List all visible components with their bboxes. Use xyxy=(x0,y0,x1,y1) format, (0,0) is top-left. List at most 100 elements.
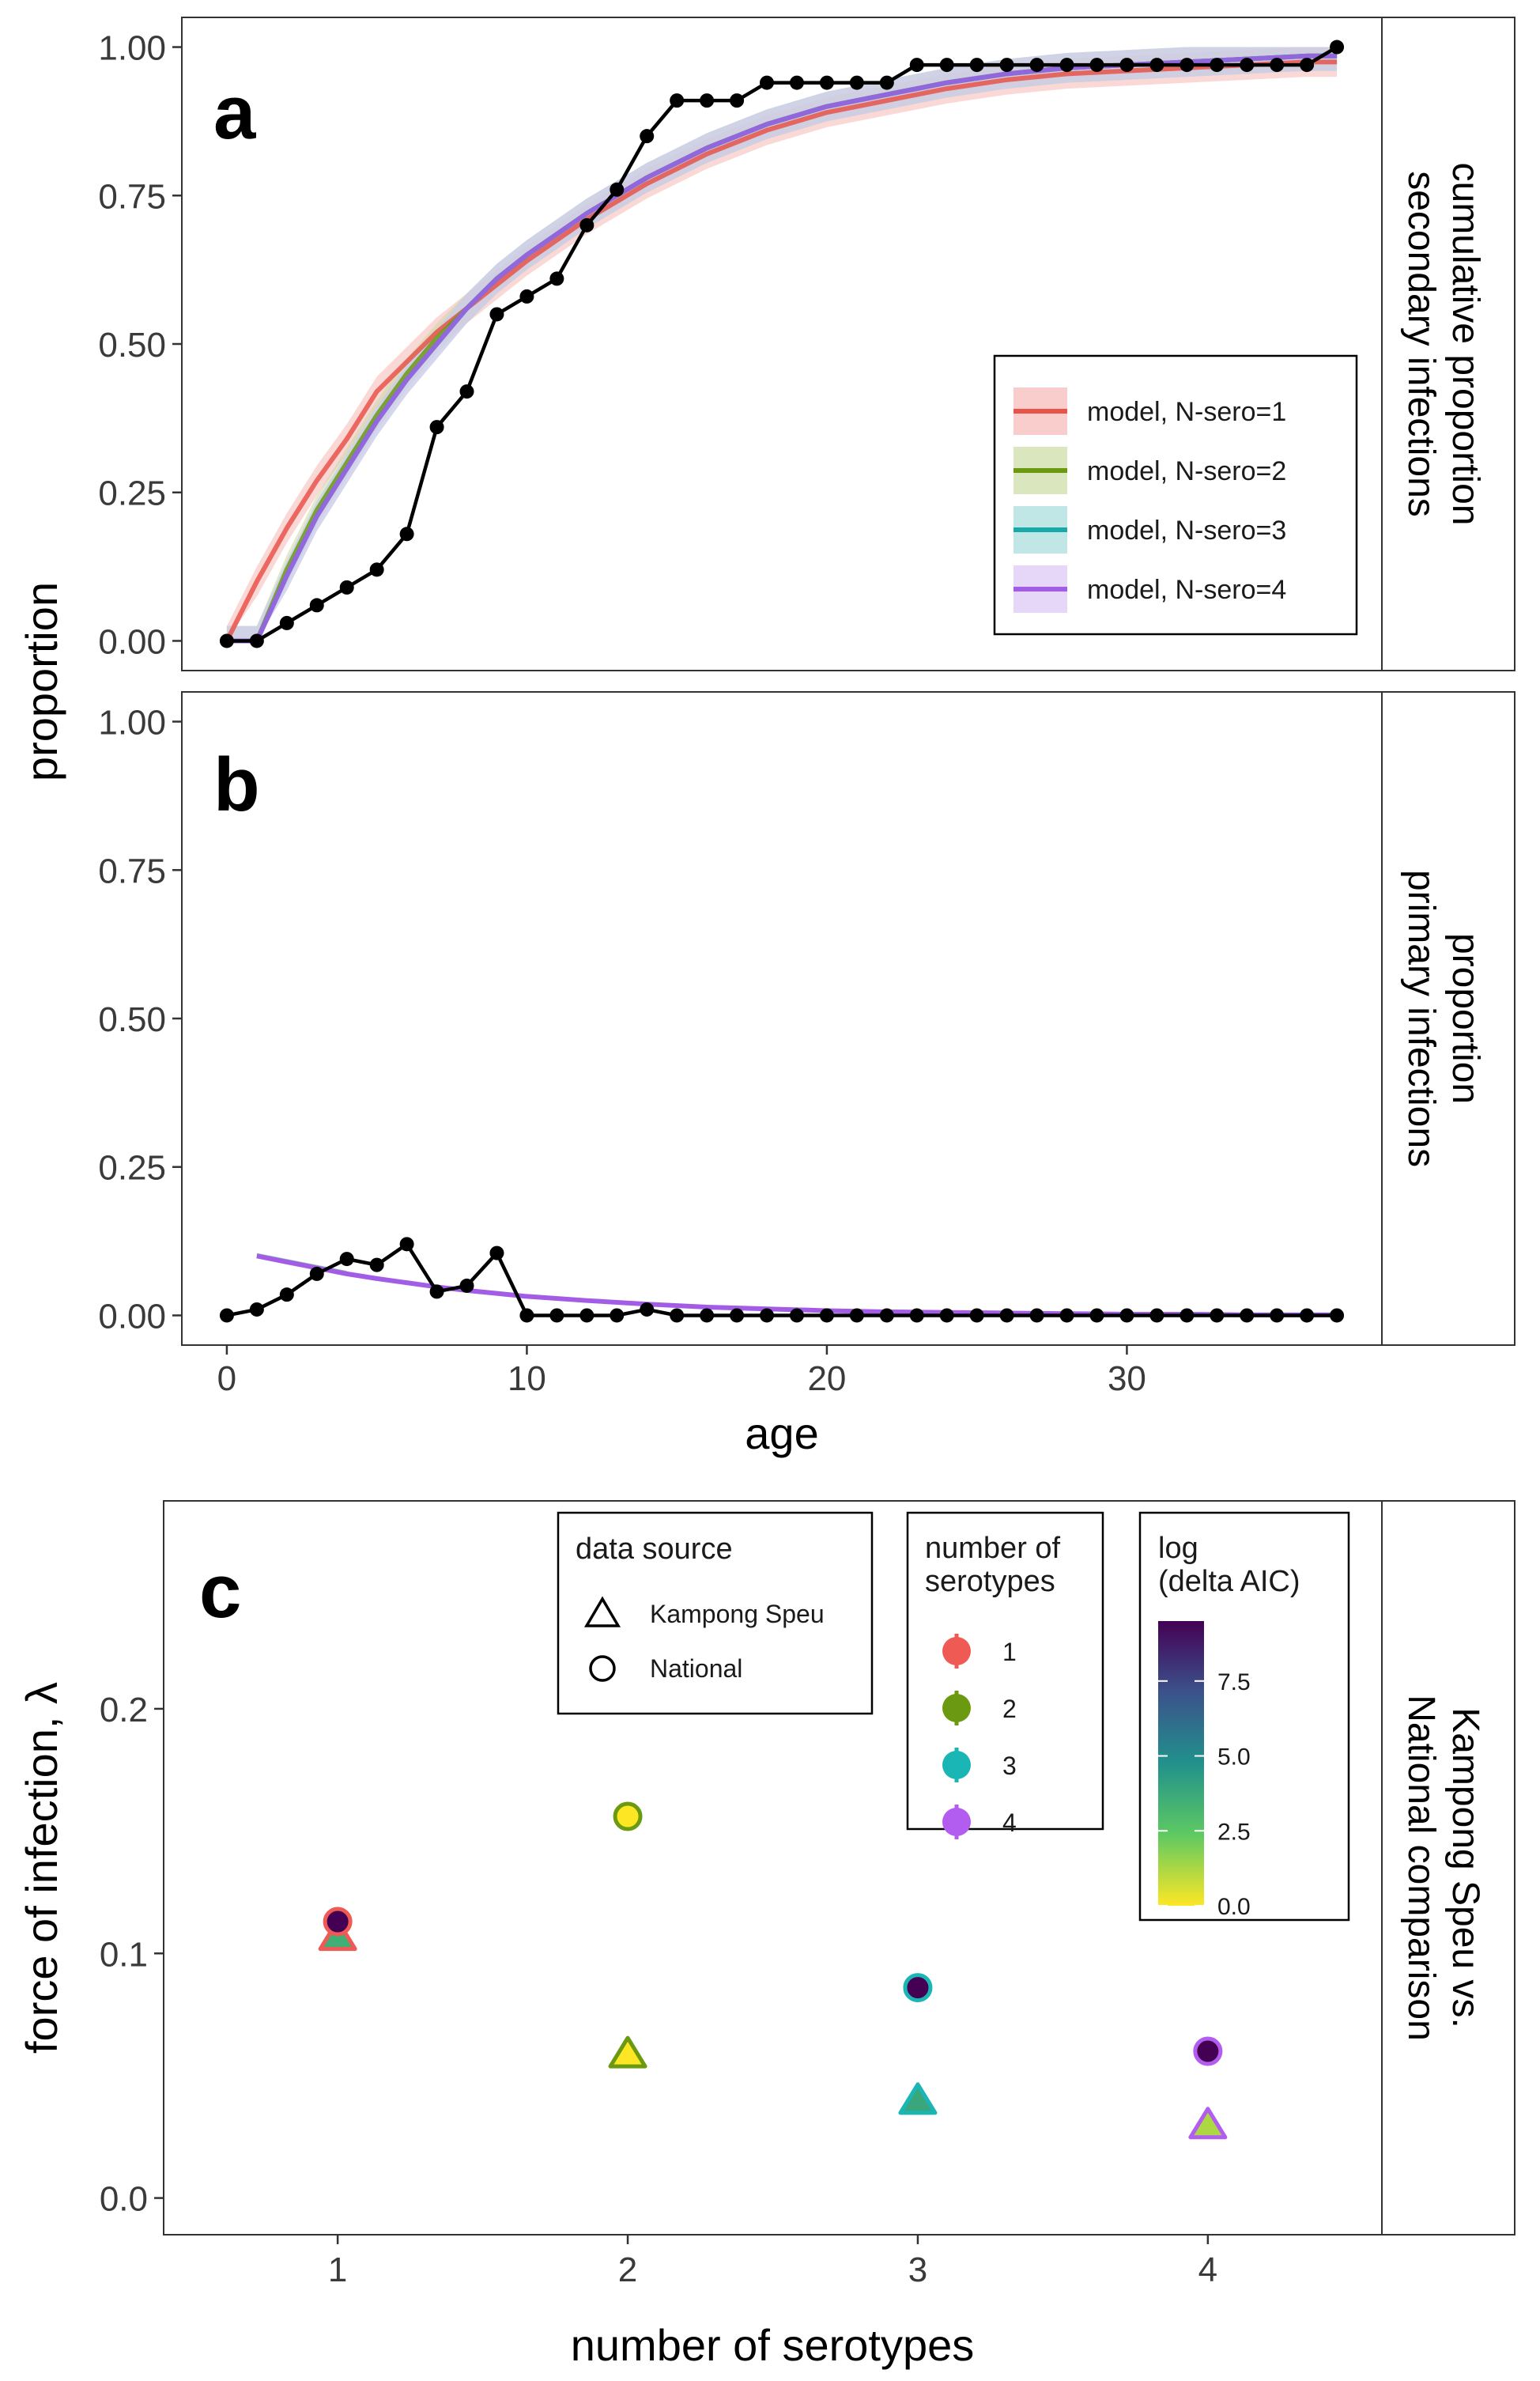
legend-aic-ticks: 0.0 2.5 5.0 7.5 xyxy=(1158,1669,1251,1920)
panel-a-letter: a xyxy=(213,70,256,155)
panel-c-letter: c xyxy=(199,1549,241,1634)
panel-a-observed-point xyxy=(939,58,954,73)
panel-b-observed-point xyxy=(489,1245,504,1260)
legend-serotypes-box xyxy=(906,1511,1104,1831)
panel-a-observed xyxy=(219,40,1345,648)
panel-b-observed-point xyxy=(1210,1308,1225,1323)
panel-b-observed-point xyxy=(1300,1308,1315,1323)
panel-c-point-kampong-4 xyxy=(1188,2107,1228,2140)
panel-b-observed xyxy=(219,1237,1345,1323)
panel-a-observed-point xyxy=(1119,58,1134,73)
panel-c-y-axis-title: force of infection, λ xyxy=(17,1682,66,2054)
panel-a-observed-point xyxy=(399,527,414,542)
panel-c-x-tick-label: 3 xyxy=(908,2251,927,2289)
panel-b-x-tick-label: 10 xyxy=(508,1359,546,1398)
panel-a-legend-label-1: model, N-sero=1 xyxy=(1087,397,1286,427)
legend-data-source-item-2: National xyxy=(650,1654,742,1683)
panel-b-observed-point xyxy=(1270,1308,1285,1323)
panel-b-observed-point xyxy=(670,1308,685,1323)
legend-aic: log (delta AIC) 0.0 2.5 5.0 7.5 xyxy=(1138,1511,1350,1922)
legend-aic-tick-label: 5.0 xyxy=(1217,1744,1251,1771)
panel-b-observed-point xyxy=(879,1308,894,1323)
panel-a-observed-point xyxy=(1180,58,1195,73)
panel-b-observed-point xyxy=(819,1308,834,1323)
panel-a-observed-point xyxy=(549,271,564,286)
panel-b-x-axis-title: age xyxy=(745,1408,818,1458)
legend-serotype-label-3: 3 xyxy=(1002,1752,1017,1780)
panel-a-observed-point xyxy=(309,598,324,613)
panel-a-observed-point xyxy=(999,58,1014,73)
legend-circle-symbol xyxy=(589,1655,616,1682)
legend-aic-colorbar xyxy=(1158,1621,1204,1906)
legend-serotype-dot-3 xyxy=(942,1751,971,1779)
legend-serotypes-title-2: serotypes xyxy=(925,1565,1055,1598)
panel-b-observed-point xyxy=(849,1308,864,1323)
panel-a-observed-point xyxy=(789,75,804,90)
panel-b-observed-point xyxy=(249,1302,264,1317)
panel-b-observed-point xyxy=(1029,1308,1044,1323)
panel-a-y-tick-label: 0.75 xyxy=(98,177,166,216)
panel-a-observed-point xyxy=(610,182,625,197)
panel-b-x-tick-label: 30 xyxy=(1108,1359,1146,1398)
legend-serotypes-items: 1 2 3 4 xyxy=(942,1634,1017,1839)
panel-b-plot-area xyxy=(181,691,1383,1346)
panel-b-y-tick-label: 1.00 xyxy=(98,704,166,743)
panel-b-observed-point xyxy=(999,1308,1014,1323)
panel-a-model-bands xyxy=(226,47,1338,641)
panel-c-point-national-2 xyxy=(613,1801,643,1831)
panel-a-observed-point xyxy=(1270,58,1285,73)
panel-b-observed-point xyxy=(519,1308,534,1323)
panel-a-observed-point xyxy=(1149,58,1164,73)
legend-aic-title-2: (delta AIC) xyxy=(1158,1565,1300,1598)
panel-b-letter: b xyxy=(213,743,260,827)
panel-a-observed-point xyxy=(819,75,834,90)
panel-a: 0.00 0.25 0.50 0.75 1.00 a cumulative propor… xyxy=(98,17,1515,671)
panel-a-legend: model, N-sero=1 model, N-sero=2 model, N-s… xyxy=(993,354,1358,636)
panel-a-strip-line2: secondary infections xyxy=(1400,171,1442,517)
panel-a-strip xyxy=(1381,17,1515,671)
panel-a-observed-point xyxy=(339,580,354,595)
panel-c-strip-line2: National comparison xyxy=(1400,1695,1442,2041)
legend-aic-tick-label: 0.0 xyxy=(1217,1894,1251,1920)
panel-a-observed-point xyxy=(519,289,534,304)
panel-b-observed-point xyxy=(939,1308,954,1323)
panel-a-observed-point xyxy=(879,75,894,90)
panel-b-observed-point xyxy=(369,1257,384,1272)
panel-b-y-tick-label: 0.75 xyxy=(98,852,166,890)
legend-data-source-item-1: Kampong Speu xyxy=(650,1600,825,1628)
legend-serotype-dot-1 xyxy=(942,1637,971,1665)
panel-a-legend-label-3: model, N-sero=3 xyxy=(1087,516,1286,546)
panel-a-legend-items: model, N-sero=1 model, N-sero=2 model, N-s… xyxy=(1013,387,1286,613)
panel-a-observed-point xyxy=(909,58,924,73)
panel-c-point-national-1 xyxy=(323,1907,353,1937)
panel-b-strip-line1: proportion xyxy=(1444,933,1486,1104)
panel-a-observed-point xyxy=(700,93,715,108)
panel-b-observed-point xyxy=(219,1308,234,1323)
panel-a-y-axis: 0.00 0.25 0.50 0.75 1.00 xyxy=(98,29,182,661)
legend-data-source: data source Kampong Speu National xyxy=(557,1511,874,1715)
legend-serotype-label-4: 4 xyxy=(1002,1808,1017,1837)
legend-serotype-dot-2 xyxy=(942,1694,971,1722)
panel-b-strip xyxy=(1381,691,1515,1346)
panel-c-point-kampong-3 xyxy=(898,2082,938,2115)
legend-triangle-symbol xyxy=(583,1596,621,1627)
panel-b-observed-point xyxy=(579,1308,594,1323)
panel-a-observed-point xyxy=(670,93,685,108)
panel-a-observed-point xyxy=(429,420,444,435)
panel-b-observed-point xyxy=(279,1287,294,1302)
legend-serotype-dot-4 xyxy=(942,1808,971,1836)
panel-b-observed-point xyxy=(610,1308,625,1323)
panel-b-observed-point xyxy=(640,1302,655,1317)
panel-a-y-tick-label: 0.50 xyxy=(98,326,166,365)
panel-b-observed-point xyxy=(339,1252,354,1267)
legend-aic-tick-label: 7.5 xyxy=(1217,1669,1251,1695)
panel-c-x-tick-label: 4 xyxy=(1198,2251,1217,2289)
panel-a-legend-label-2: model, N-sero=2 xyxy=(1087,456,1286,486)
panel-a-observed-point xyxy=(249,633,264,648)
panel-a-observed-point xyxy=(730,93,745,108)
panel-a-observed-point xyxy=(1330,40,1345,55)
panel-c-x-axis: 1 2 3 4 xyxy=(328,2235,1217,2289)
panel-c-y-tick-label: 0.2 xyxy=(100,1691,148,1729)
panel-a-observed-point xyxy=(489,307,504,322)
